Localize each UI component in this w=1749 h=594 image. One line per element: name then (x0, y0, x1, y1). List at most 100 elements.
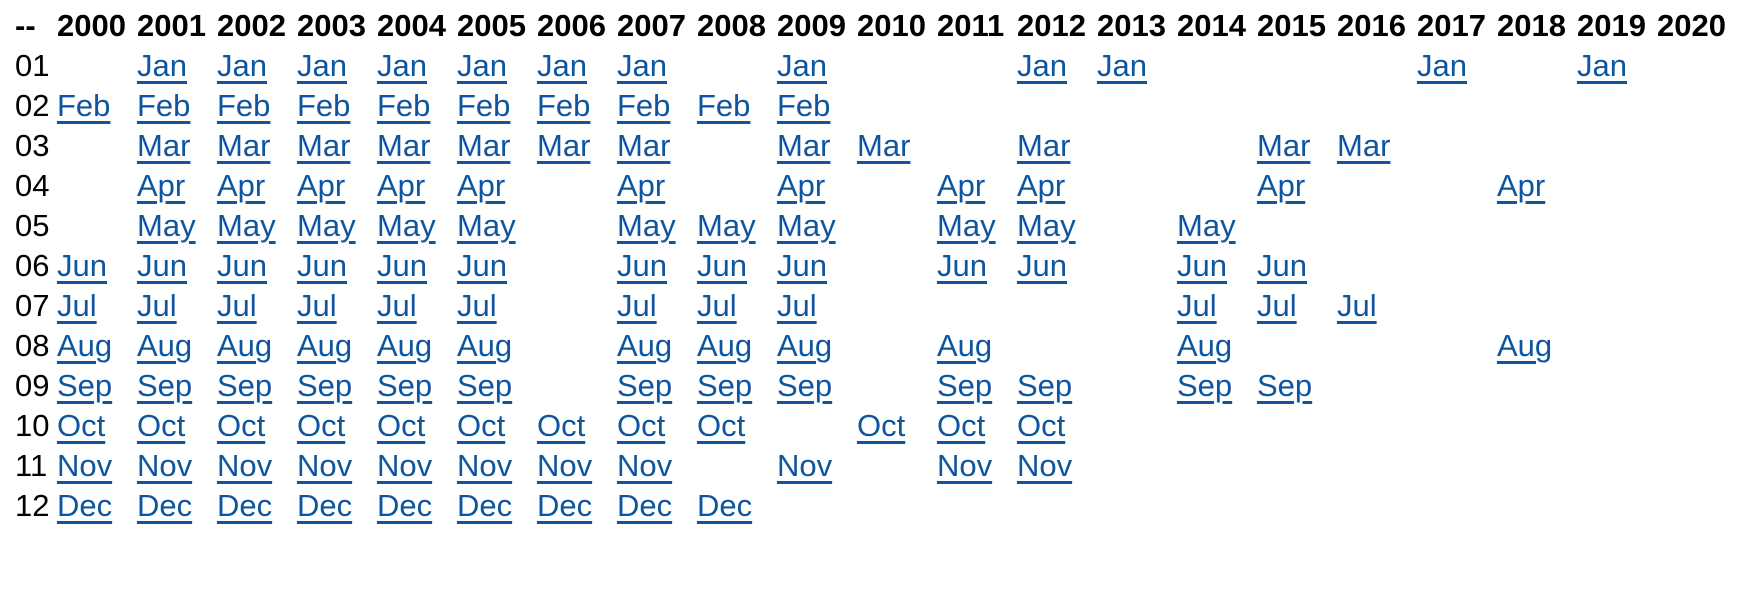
month-link-may-2002[interactable]: May (217, 208, 276, 243)
month-link-mar-2016[interactable]: Mar (1337, 128, 1391, 163)
month-link-dec-2004[interactable]: Dec (377, 488, 433, 523)
month-link-aug-2004[interactable]: Aug (377, 328, 433, 363)
month-link-aug-2009[interactable]: Aug (777, 328, 833, 363)
month-link-jun-2000[interactable]: Jun (57, 248, 107, 283)
month-link-feb-2005[interactable]: Feb (457, 88, 511, 123)
month-link-sep-2002[interactable]: Sep (217, 368, 273, 403)
month-link-may-2012[interactable]: May (1017, 208, 1076, 243)
month-link-jul-2009[interactable]: Jul (777, 288, 817, 323)
month-link-dec-2006[interactable]: Dec (537, 488, 593, 523)
month-link-may-2007[interactable]: May (617, 208, 676, 243)
month-link-may-2008[interactable]: May (697, 208, 756, 243)
month-link-nov-2007[interactable]: Nov (617, 448, 673, 483)
month-link-mar-2010[interactable]: Mar (857, 128, 911, 163)
month-link-sep-2000[interactable]: Sep (57, 368, 113, 403)
month-link-feb-2001[interactable]: Feb (137, 88, 191, 123)
month-link-jul-2004[interactable]: Jul (377, 288, 417, 323)
month-link-may-2001[interactable]: May (137, 208, 196, 243)
month-link-mar-2006[interactable]: Mar (537, 128, 591, 163)
month-link-jun-2002[interactable]: Jun (217, 248, 267, 283)
month-link-aug-2001[interactable]: Aug (137, 328, 193, 363)
month-link-dec-2001[interactable]: Dec (137, 488, 193, 523)
month-link-nov-2012[interactable]: Nov (1017, 448, 1073, 483)
month-link-jul-2015[interactable]: Jul (1257, 288, 1297, 323)
month-link-sep-2003[interactable]: Sep (297, 368, 353, 403)
month-link-aug-2002[interactable]: Aug (217, 328, 273, 363)
month-link-aug-2008[interactable]: Aug (697, 328, 753, 363)
month-link-mar-2002[interactable]: Mar (217, 128, 271, 163)
month-link-apr-2007[interactable]: Apr (617, 168, 666, 203)
month-link-feb-2003[interactable]: Feb (297, 88, 351, 123)
month-link-jan-2006[interactable]: Jan (537, 48, 587, 83)
month-link-dec-2002[interactable]: Dec (217, 488, 273, 523)
month-link-nov-2003[interactable]: Nov (297, 448, 353, 483)
month-link-oct-2008[interactable]: Oct (697, 408, 746, 443)
month-link-may-2005[interactable]: May (457, 208, 516, 243)
month-link-jun-2005[interactable]: Jun (457, 248, 507, 283)
month-link-nov-2011[interactable]: Nov (937, 448, 993, 483)
month-link-jun-2007[interactable]: Jun (617, 248, 667, 283)
month-link-nov-2006[interactable]: Nov (537, 448, 593, 483)
month-link-mar-2001[interactable]: Mar (137, 128, 191, 163)
month-link-jul-2014[interactable]: Jul (1177, 288, 1217, 323)
month-link-dec-2003[interactable]: Dec (297, 488, 353, 523)
month-link-oct-2005[interactable]: Oct (457, 408, 506, 443)
month-link-jun-2004[interactable]: Jun (377, 248, 427, 283)
month-link-oct-2004[interactable]: Oct (377, 408, 426, 443)
month-link-feb-2004[interactable]: Feb (377, 88, 431, 123)
month-link-aug-2011[interactable]: Aug (937, 328, 993, 363)
month-link-dec-2000[interactable]: Dec (57, 488, 113, 523)
month-link-jun-2014[interactable]: Jun (1177, 248, 1227, 283)
month-link-may-2003[interactable]: May (297, 208, 356, 243)
month-link-feb-2009[interactable]: Feb (777, 88, 831, 123)
month-link-apr-2009[interactable]: Apr (777, 168, 826, 203)
month-link-jan-2007[interactable]: Jan (617, 48, 667, 83)
month-link-oct-2012[interactable]: Oct (1017, 408, 1066, 443)
month-link-mar-2012[interactable]: Mar (1017, 128, 1071, 163)
month-link-jul-2002[interactable]: Jul (217, 288, 257, 323)
month-link-jan-2017[interactable]: Jan (1417, 48, 1467, 83)
month-link-jul-2008[interactable]: Jul (697, 288, 737, 323)
month-link-jun-2015[interactable]: Jun (1257, 248, 1307, 283)
month-link-sep-2015[interactable]: Sep (1257, 368, 1313, 403)
month-link-jan-2005[interactable]: Jan (457, 48, 507, 83)
month-link-apr-2003[interactable]: Apr (297, 168, 346, 203)
month-link-oct-2011[interactable]: Oct (937, 408, 986, 443)
month-link-oct-2007[interactable]: Oct (617, 408, 666, 443)
month-link-sep-2007[interactable]: Sep (617, 368, 673, 403)
month-link-jun-2009[interactable]: Jun (777, 248, 827, 283)
month-link-nov-2004[interactable]: Nov (377, 448, 433, 483)
month-link-nov-2009[interactable]: Nov (777, 448, 833, 483)
month-link-jun-2003[interactable]: Jun (297, 248, 347, 283)
month-link-apr-2004[interactable]: Apr (377, 168, 426, 203)
month-link-mar-2015[interactable]: Mar (1257, 128, 1311, 163)
month-link-nov-2002[interactable]: Nov (217, 448, 273, 483)
month-link-nov-2005[interactable]: Nov (457, 448, 513, 483)
month-link-feb-2002[interactable]: Feb (217, 88, 271, 123)
month-link-jan-2003[interactable]: Jan (297, 48, 347, 83)
month-link-jun-2011[interactable]: Jun (937, 248, 987, 283)
month-link-feb-2007[interactable]: Feb (617, 88, 671, 123)
month-link-aug-2005[interactable]: Aug (457, 328, 513, 363)
month-link-dec-2008[interactable]: Dec (697, 488, 753, 523)
month-link-oct-2002[interactable]: Oct (217, 408, 266, 443)
month-link-jul-2003[interactable]: Jul (297, 288, 337, 323)
month-link-jul-2016[interactable]: Jul (1337, 288, 1377, 323)
month-link-sep-2008[interactable]: Sep (697, 368, 753, 403)
month-link-dec-2007[interactable]: Dec (617, 488, 673, 523)
month-link-jan-2009[interactable]: Jan (777, 48, 827, 83)
month-link-sep-2011[interactable]: Sep (937, 368, 993, 403)
month-link-jan-2019[interactable]: Jan (1577, 48, 1627, 83)
month-link-oct-2003[interactable]: Oct (297, 408, 346, 443)
month-link-apr-2018[interactable]: Apr (1497, 168, 1546, 203)
month-link-jan-2013[interactable]: Jan (1097, 48, 1147, 83)
month-link-sep-2009[interactable]: Sep (777, 368, 833, 403)
month-link-aug-2003[interactable]: Aug (297, 328, 353, 363)
month-link-sep-2014[interactable]: Sep (1177, 368, 1233, 403)
month-link-apr-2002[interactable]: Apr (217, 168, 266, 203)
month-link-jul-2000[interactable]: Jul (57, 288, 97, 323)
month-link-feb-2008[interactable]: Feb (697, 88, 751, 123)
month-link-apr-2012[interactable]: Apr (1017, 168, 1066, 203)
month-link-mar-2003[interactable]: Mar (297, 128, 351, 163)
month-link-mar-2004[interactable]: Mar (377, 128, 431, 163)
